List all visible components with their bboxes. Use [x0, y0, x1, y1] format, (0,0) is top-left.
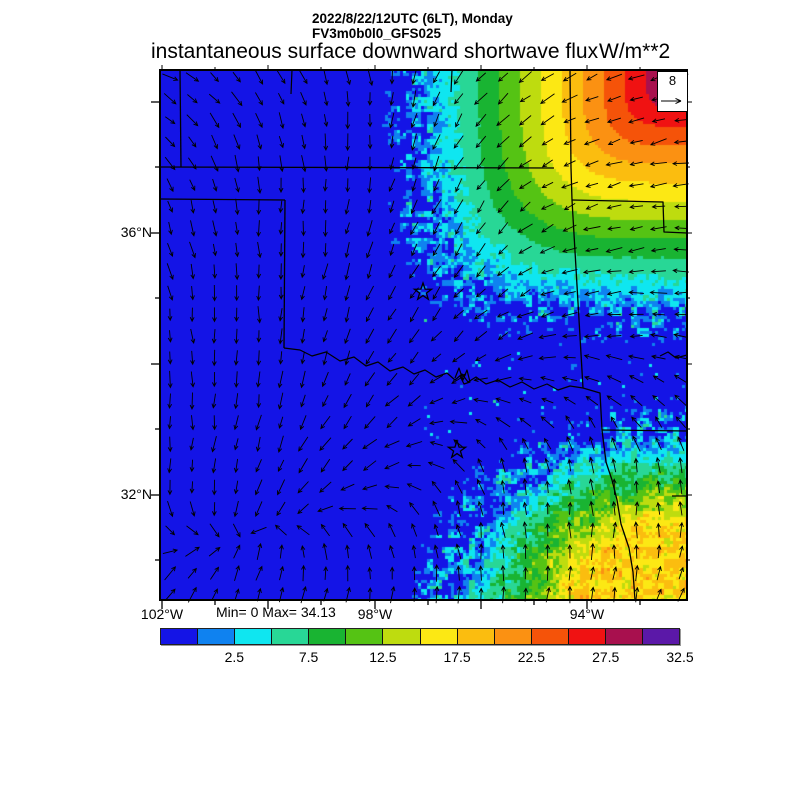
lon-label: 94°W: [569, 606, 605, 622]
lon-label: 102°W: [140, 606, 184, 622]
minmax-stats: Min= 0 Max= 34.13: [216, 604, 336, 620]
colorbar-cell: [531, 629, 569, 644]
colorbar-cell: [605, 629, 644, 644]
colorbar-cell: [309, 629, 347, 644]
state-border: [159, 166, 555, 169]
state-border: [582, 387, 603, 431]
plot-title: instantaneous surface downward shortwave…: [151, 40, 599, 63]
lat-label: 36°N: [120, 224, 152, 240]
river-line: [659, 351, 688, 359]
colorbar-cell: [494, 629, 532, 644]
state-border: [601, 429, 636, 601]
river-line: [454, 367, 471, 385]
reference-vector-box: 8: [657, 71, 688, 112]
colorbar-tick-label: 7.5: [298, 649, 319, 665]
lat-label: 32°N: [120, 486, 152, 502]
reference-speed-label: 8: [668, 73, 677, 88]
wind-vector-arrows: [162, 68, 690, 604]
colorbar-cell: [161, 629, 199, 644]
state-border: [159, 198, 286, 201]
colorbar-cell: [235, 629, 273, 644]
lon-label: 98°W: [357, 606, 393, 622]
colorbar-tick-label: 32.5: [666, 649, 694, 665]
colorbar-tick-label: 22.5: [517, 649, 546, 665]
state-border: [571, 199, 584, 389]
state-border: [569, 69, 572, 169]
state-border: [283, 199, 286, 349]
star-marker-icon: [412, 281, 434, 301]
colorbar-cell: [272, 629, 310, 644]
star-marker-icon: [446, 439, 468, 459]
model-run-header: FV3m0b0l0_GFS025: [312, 26, 442, 41]
colorbar-tick-label: 17.5: [443, 649, 471, 665]
colorbar-cell: [198, 629, 236, 644]
colorbar-cell: [643, 629, 680, 644]
colorbar-cell: [568, 629, 606, 644]
valid-time-header: 2022/8/22/12UTC (6LT), Monday: [312, 11, 513, 26]
colorbar-cell: [383, 629, 421, 644]
colorbar-tick-label: 27.5: [592, 649, 620, 665]
colorbar-tick-label: 2.5: [224, 649, 245, 665]
river-line: [450, 69, 453, 93]
colorbar-cell: [420, 629, 458, 644]
colorbar-tick-label: 12.5: [369, 649, 397, 665]
colorbar: [160, 628, 680, 645]
map-frame: [159, 69, 688, 601]
colorbar-cell: [346, 629, 384, 644]
state-border: [179, 69, 182, 168]
units-label: W/m**2: [599, 40, 671, 63]
state-border: [601, 429, 688, 432]
river-line: [290, 69, 293, 95]
colorbar-cell: [457, 629, 495, 644]
state-border: [571, 199, 688, 234]
river-line: [283, 347, 584, 391]
reference-arrow-icon: [661, 97, 682, 105]
colorbar-labels: 2.5 7.5 12.5 17.5 22.5 27.5 32.5: [160, 649, 694, 667]
